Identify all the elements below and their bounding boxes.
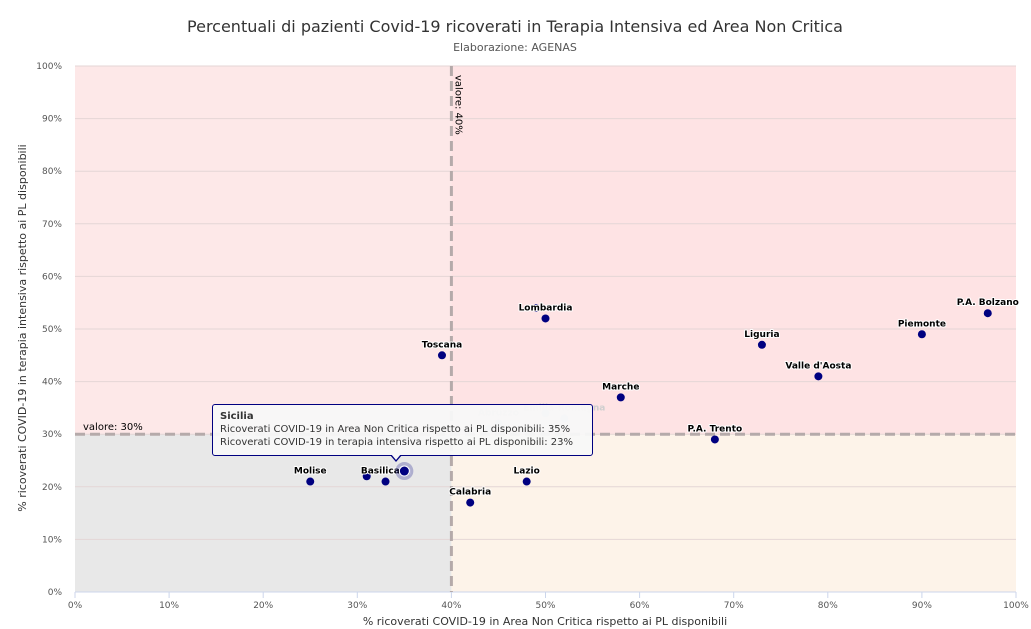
y-tick-label: 20%	[42, 483, 62, 493]
data-point	[398, 465, 410, 477]
zone-3	[451, 66, 1016, 435]
data-label: Lombardia	[519, 303, 573, 313]
data-label: Valle d'Aosta	[785, 361, 851, 371]
data-point	[814, 372, 823, 381]
data-label: Liguria	[744, 330, 779, 340]
y-tick-label: 50%	[42, 325, 62, 335]
y-tick-label: 10%	[42, 535, 62, 545]
data-label: Toscana	[422, 340, 462, 350]
data-point	[437, 351, 446, 360]
data-label: Molise	[294, 467, 327, 477]
data-point	[983, 309, 992, 318]
data-point	[306, 477, 315, 486]
x-axis-title: % ricoverati COVID-19 in Area Non Critic…	[363, 615, 727, 628]
x-tick-label: 20%	[253, 601, 273, 611]
data-point	[541, 314, 550, 323]
data-label: P.A. Trento	[688, 424, 743, 434]
threshold-label-x: valore: 40%	[452, 75, 463, 135]
y-tick-label: 30%	[42, 430, 62, 440]
y-tick-label: 80%	[42, 167, 62, 177]
x-tick-label: 30%	[347, 601, 367, 611]
threshold-label-y: valore: 30%	[83, 422, 143, 433]
x-tick-label: 50%	[535, 601, 555, 611]
y-tick-label: 40%	[42, 378, 62, 388]
data-label: Marche	[602, 382, 639, 392]
y-tick-label: 0%	[48, 588, 63, 598]
x-tick-label: 0%	[68, 601, 83, 611]
x-tick-label: 100%	[1003, 601, 1029, 611]
tooltip-title: Sicilia	[220, 411, 254, 422]
y-tick-label: 70%	[42, 220, 62, 230]
data-point	[362, 472, 371, 481]
chart-title: Percentuali di pazienti Covid-19 ricover…	[187, 17, 843, 36]
y-tick-label: 100%	[36, 62, 62, 72]
tooltip-line-x: Ricoverati COVID-19 in Area Non Critica …	[220, 424, 571, 435]
data-label: Basilicata	[361, 467, 410, 477]
data-point	[757, 340, 766, 349]
x-axis-ticks: 0% 10% 20% 30% 40% 50% 60% 70% 80% 90% 100%	[68, 592, 1029, 611]
x-tick-label: 80%	[818, 601, 838, 611]
data-point	[710, 435, 719, 444]
data-label: P.A. Bolzano	[957, 298, 1019, 308]
y-axis-title: % ricoverati COVID-19 in terapia intensi…	[16, 144, 29, 511]
data-point	[532, 303, 541, 312]
x-tick-label: 60%	[630, 601, 650, 611]
plot-zones	[75, 66, 1016, 592]
zone-2	[75, 66, 452, 435]
y-axis-ticks: 0% 10% 20% 30% 40% 50% 60% 70% 80% 90% 100%	[36, 62, 62, 598]
data-label: Lazio	[514, 467, 540, 477]
y-tick-label: 60%	[42, 272, 62, 282]
data-point	[381, 477, 390, 486]
x-tick-label: 90%	[912, 601, 932, 611]
tooltip-arrow-fill	[391, 454, 401, 460]
data-label: Piemonte	[898, 319, 946, 329]
x-tick-label: 10%	[159, 601, 179, 611]
data-point	[917, 330, 926, 339]
y-tick-label: 90%	[42, 115, 62, 125]
chart-subtitle: Elaborazione: AGENAS	[453, 41, 577, 54]
data-points: Molise Basilicata Toscana Calabria Lazio Lomb…	[293, 297, 1020, 507]
data-label: Calabria	[449, 488, 491, 498]
zone-1	[451, 434, 1016, 592]
tooltip: Sicilia Ricoverati COVID-19 in Area Non …	[212, 404, 593, 456]
x-tick-label: 70%	[724, 601, 744, 611]
data-point	[522, 477, 531, 486]
tooltip-line-y: Ricoverati COVID-19 in terapia intensiva…	[220, 437, 573, 448]
zone-0	[75, 434, 452, 592]
data-point	[466, 498, 475, 507]
x-tick-label: 40%	[441, 601, 461, 611]
data-point	[616, 393, 625, 402]
